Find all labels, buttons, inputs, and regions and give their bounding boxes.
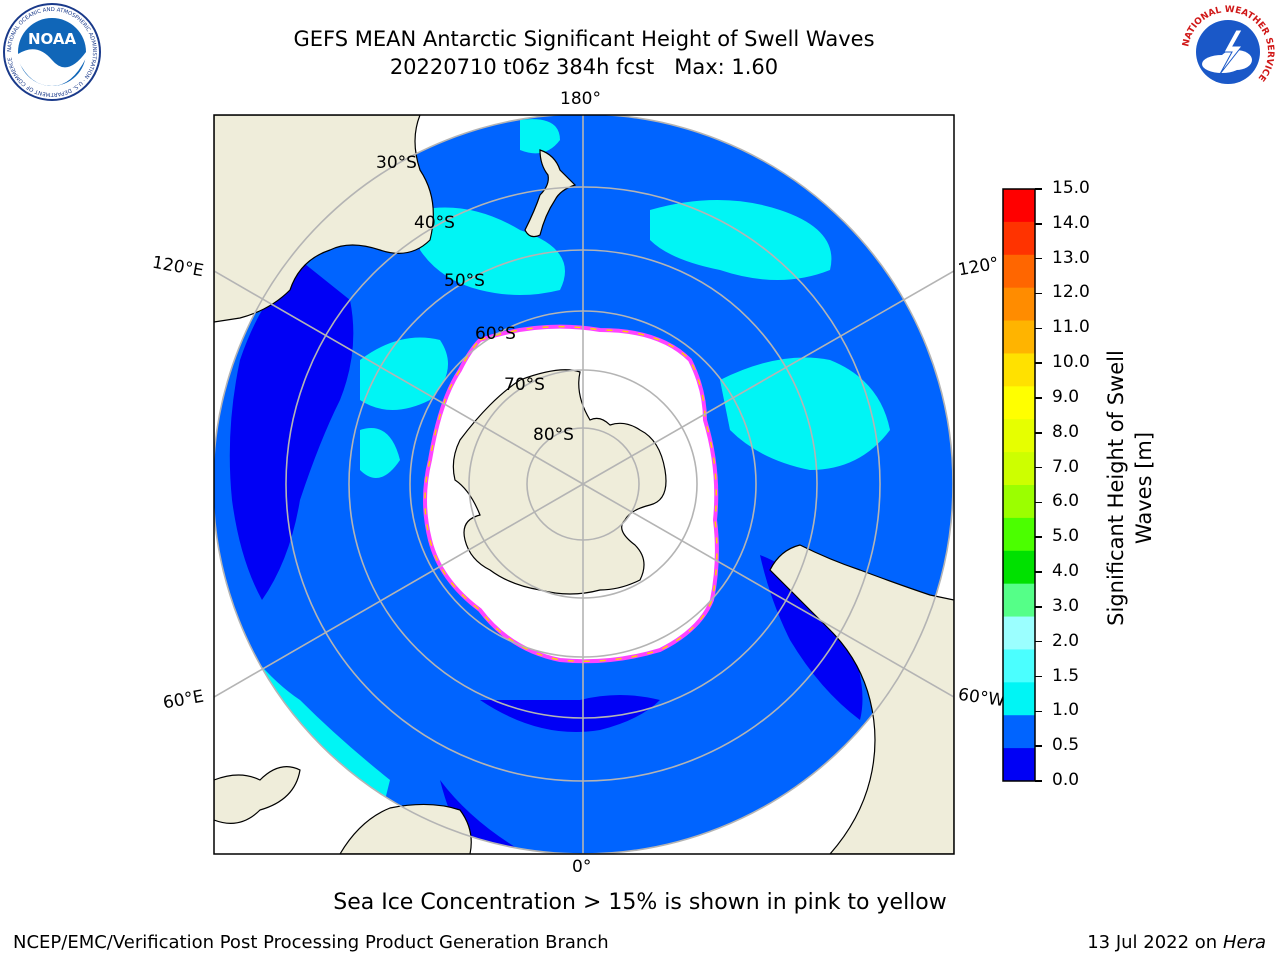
lat-circle-30s [214, 115, 954, 854]
colorbar-tick-mark [1035, 745, 1042, 747]
colorbar-swatch [1003, 419, 1035, 453]
colorbar-tick-mark [1035, 432, 1042, 434]
map-title: GEFS MEAN Antarctic Significant Height o… [293, 27, 875, 51]
colorbar-tick-label: 11.0 [1052, 317, 1090, 338]
svg-text:NOAA: NOAA [28, 30, 77, 48]
lat-label-30s: 30°S [376, 153, 417, 173]
colorbar-swatch [1003, 221, 1035, 256]
continents [214, 115, 954, 854]
colorbar-tick-label: 10.0 [1052, 352, 1090, 373]
new-zealand [524, 149, 577, 238]
footer-branch: NCEP/EMC/Verification Post Processing Pr… [13, 932, 609, 953]
colorbar-tick-label: 8.0 [1052, 421, 1080, 442]
graticule [214, 115, 954, 854]
colorbar-tick-label: 14.0 [1052, 212, 1090, 233]
lat-label-80s: 80°S [533, 425, 574, 445]
lat-label-60s: 60°S [475, 324, 516, 344]
colorbar-tick-label: 9.0 [1052, 386, 1080, 407]
colorbar-swatch [1003, 353, 1035, 387]
footer-date: 13 Jul 2022 on Hera [1087, 932, 1266, 953]
map-frame [213, 114, 955, 855]
colorbar-tick-label: 13.0 [1052, 247, 1090, 268]
colorbar-tick-mark [1035, 397, 1042, 399]
colorbar-tick-label: 4.0 [1052, 561, 1080, 582]
colorbar-tick-mark [1035, 362, 1042, 364]
colorbar-tick-mark [1035, 327, 1042, 330]
colorbar-tick-mark [1035, 606, 1042, 608]
colorbar-tick-label: 15.0 [1052, 178, 1090, 198]
colorbar-tick-mark [1035, 536, 1042, 538]
colorbar-tick-label: 12.0 [1052, 282, 1090, 303]
colorbar-tick-label: 3.0 [1052, 595, 1080, 616]
colorbar-swatch [1003, 254, 1035, 289]
lon-label-0: 0° [572, 857, 592, 877]
colorbar-swatch [1003, 452, 1035, 486]
colorbar-label-line1: Significant Height of Swell [1104, 350, 1128, 626]
noaa-logo: NATIONAL OCEANIC AND ATMOSPHERIC ADMINIS… [3, 3, 101, 101]
meridian-120e [214, 270, 584, 485]
colorbar-tick-mark [1035, 223, 1042, 225]
lat-label-50s: 50°S [444, 271, 485, 291]
nws-logo: NATIONAL WEATHER SERVICE [1181, 5, 1275, 99]
colorbar-tick-label: 5.0 [1052, 526, 1080, 547]
lat-label-70s: 70°S [504, 375, 545, 395]
meridian-120w [582, 270, 954, 485]
colorbar-tick-label: 1.5 [1052, 665, 1080, 686]
colorbar-swatch [1003, 485, 1035, 519]
colorbar [1002, 188, 1036, 782]
madagascar-area [214, 766, 301, 824]
colorbar-tick-label: 6.0 [1052, 491, 1080, 512]
colorbar-tick-label: 7.0 [1052, 456, 1080, 477]
south-america [769, 544, 954, 854]
colorbar-tick-label: 0.0 [1052, 770, 1080, 790]
africa-tip [339, 803, 472, 854]
colorbar-tick-mark [1035, 675, 1042, 678]
colorbar-swatch [1003, 550, 1035, 585]
colorbar-tick-label: 1.0 [1052, 700, 1080, 721]
colorbar-tick-mark [1035, 257, 1042, 260]
colorbar-tick-mark [1035, 292, 1042, 295]
colorbar-swatch [1003, 616, 1035, 650]
footer-system-name: Hera [1222, 932, 1266, 953]
colorbar-tick-mark [1035, 710, 1042, 713]
colorbar-tick-mark [1035, 780, 1042, 782]
colorbar-label-line2: Waves [m] [1132, 431, 1156, 545]
colorbar-swatch [1003, 583, 1035, 618]
meridian-60w [582, 483, 954, 698]
map-subtitle: 20220710 t06z 384h fcst Max: 1.60 [389, 55, 779, 79]
antarctica [452, 369, 667, 595]
colorbar-swatch [1003, 189, 1035, 223]
lat-label-40s: 40°S [414, 213, 455, 233]
colorbar-tick-mark [1035, 466, 1042, 469]
colorbar-tick-label: 2.0 [1052, 630, 1080, 651]
colorbar-swatch [1003, 320, 1035, 354]
colorbar-tick-mark [1035, 501, 1042, 504]
colorbar-tick-label: 0.5 [1052, 735, 1080, 756]
sea-ice-note: Sea Ice Concentration > 15% is shown in … [333, 890, 947, 915]
colorbar-swatch [1003, 649, 1035, 683]
colorbar-swatch [1003, 287, 1035, 322]
colorbar-swatch [1003, 386, 1035, 420]
meridian-60e [214, 483, 584, 698]
lon-label-180: 180° [560, 89, 601, 109]
australia [214, 115, 434, 323]
colorbar-tick-mark [1035, 188, 1042, 190]
colorbar-tick-mark [1035, 571, 1042, 573]
colorbar-swatch [1003, 748, 1035, 782]
colorbar-swatch [1003, 682, 1035, 716]
colorbar-swatch [1003, 715, 1035, 749]
footer-date-text: 13 Jul 2022 on [1087, 932, 1223, 953]
colorbar-tick-mark [1035, 640, 1042, 643]
colorbar-swatch [1003, 517, 1035, 552]
